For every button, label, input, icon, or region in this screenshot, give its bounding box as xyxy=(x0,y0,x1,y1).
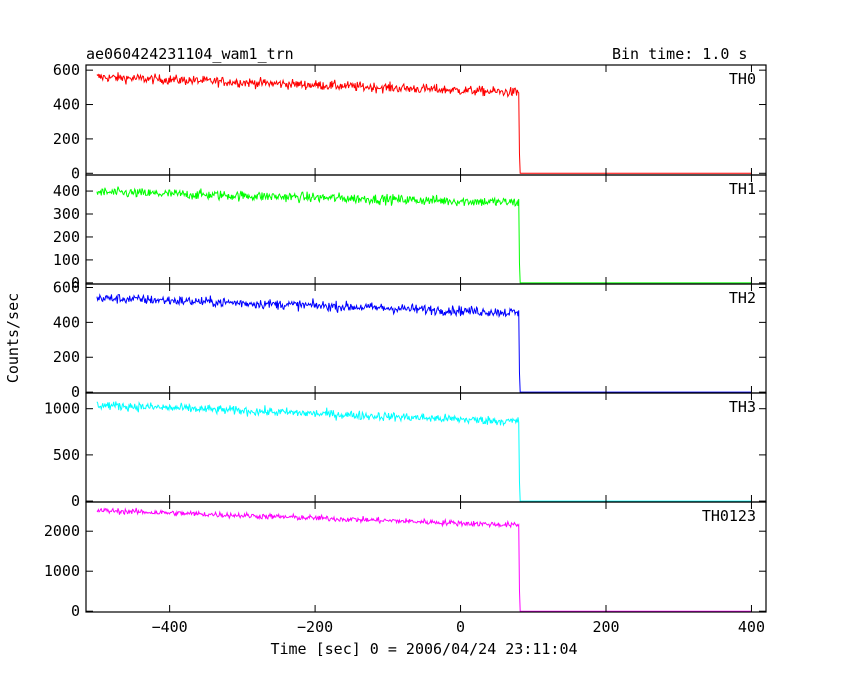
x-tick-label: 200 xyxy=(592,618,619,636)
series-line-th1 xyxy=(96,186,752,284)
y-tick-label: 200 xyxy=(53,348,80,366)
panel-frame-th1 xyxy=(85,174,767,285)
y-tick-label: 200 xyxy=(53,228,80,246)
panel-frame-th0123 xyxy=(85,501,767,613)
panel-label-th2: TH2 xyxy=(729,289,756,307)
panel-label-th0123: TH0123 xyxy=(702,507,756,525)
y-axis-label: Counts/sec xyxy=(4,293,22,383)
panel-label-th1: TH1 xyxy=(729,180,756,198)
bin-time-label: Bin time: 1.0 s xyxy=(612,45,748,63)
chart-title: ae060424231104_wam1_trn xyxy=(86,45,294,63)
x-tick-label: 400 xyxy=(738,618,765,636)
series-line-th3 xyxy=(96,401,752,502)
x-tick-label: −200 xyxy=(297,618,333,636)
panel-frame-th0 xyxy=(85,64,767,176)
y-tick-label: 600 xyxy=(53,278,80,296)
series-line-th0 xyxy=(96,72,752,174)
y-tick-label: 400 xyxy=(53,96,80,114)
x-tick-label: 0 xyxy=(456,618,465,636)
x-tick-label: −400 xyxy=(152,618,188,636)
y-tick-label: 500 xyxy=(53,446,80,464)
y-tick-label: 400 xyxy=(53,313,80,331)
panel-label-th3: TH3 xyxy=(729,398,756,416)
y-tick-label: 1000 xyxy=(44,400,80,418)
y-tick-label: 2000 xyxy=(44,522,80,540)
y-tick-label: 1000 xyxy=(44,562,80,580)
y-tick-label: 0 xyxy=(71,383,80,401)
y-tick-label: 400 xyxy=(53,182,80,200)
panel-label-th0: TH0 xyxy=(729,70,756,88)
y-tick-label: 200 xyxy=(53,130,80,148)
y-tick-label: 0 xyxy=(71,164,80,182)
y-tick-label: 300 xyxy=(53,205,80,223)
y-tick-label: 0 xyxy=(71,602,80,620)
series-line-th2 xyxy=(96,293,752,393)
x-axis-label: Time [sec] 0 = 2006/04/24 23:11:04 xyxy=(270,640,577,658)
y-tick-label: 0 xyxy=(71,274,80,292)
series-line-th0123 xyxy=(96,507,752,612)
y-tick-label: 0 xyxy=(71,492,80,510)
y-tick-label: 600 xyxy=(53,61,80,79)
y-tick-label: 100 xyxy=(53,251,80,269)
